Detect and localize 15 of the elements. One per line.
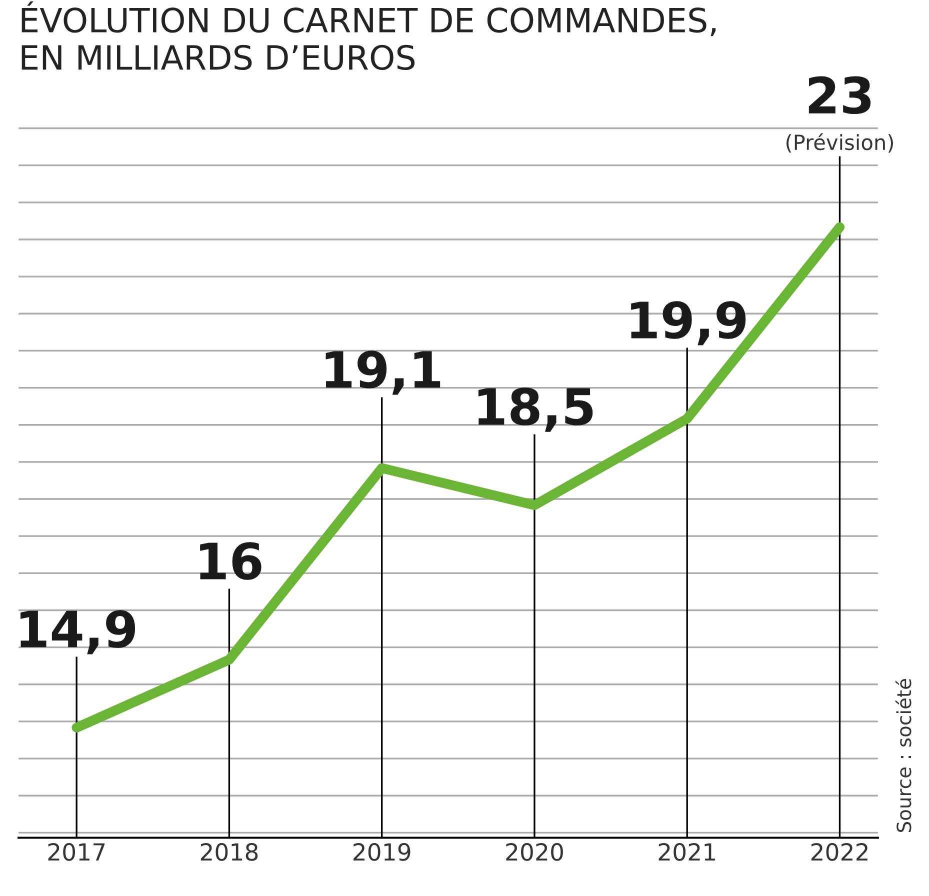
data-label: 18,5 [478, 388, 593, 432]
data-label: 19,9 [631, 301, 746, 346]
x-tick-label: 2020 [506, 843, 563, 861]
x-tick-label: 2018 [200, 843, 258, 861]
text: (Prévision) [786, 133, 893, 153]
x-tick-label: 2022 [811, 843, 868, 861]
source-note: Source : société [895, 678, 912, 832]
data-label: 14,9 [20, 610, 136, 654]
data-label: 19,1 [326, 350, 440, 395]
data-label: 16 [200, 542, 262, 580]
x-tick-label: 2021 [658, 843, 715, 861]
x-tick-label: 2017 [48, 843, 105, 861]
chart-title: ÉVOLUTION DU CARNET DE COMMANDES, EN MILLIARDS D’EUROS [22, 1, 716, 70]
x-tick-label: 2019 [354, 843, 410, 861]
data-label: 23 [808, 76, 871, 114]
